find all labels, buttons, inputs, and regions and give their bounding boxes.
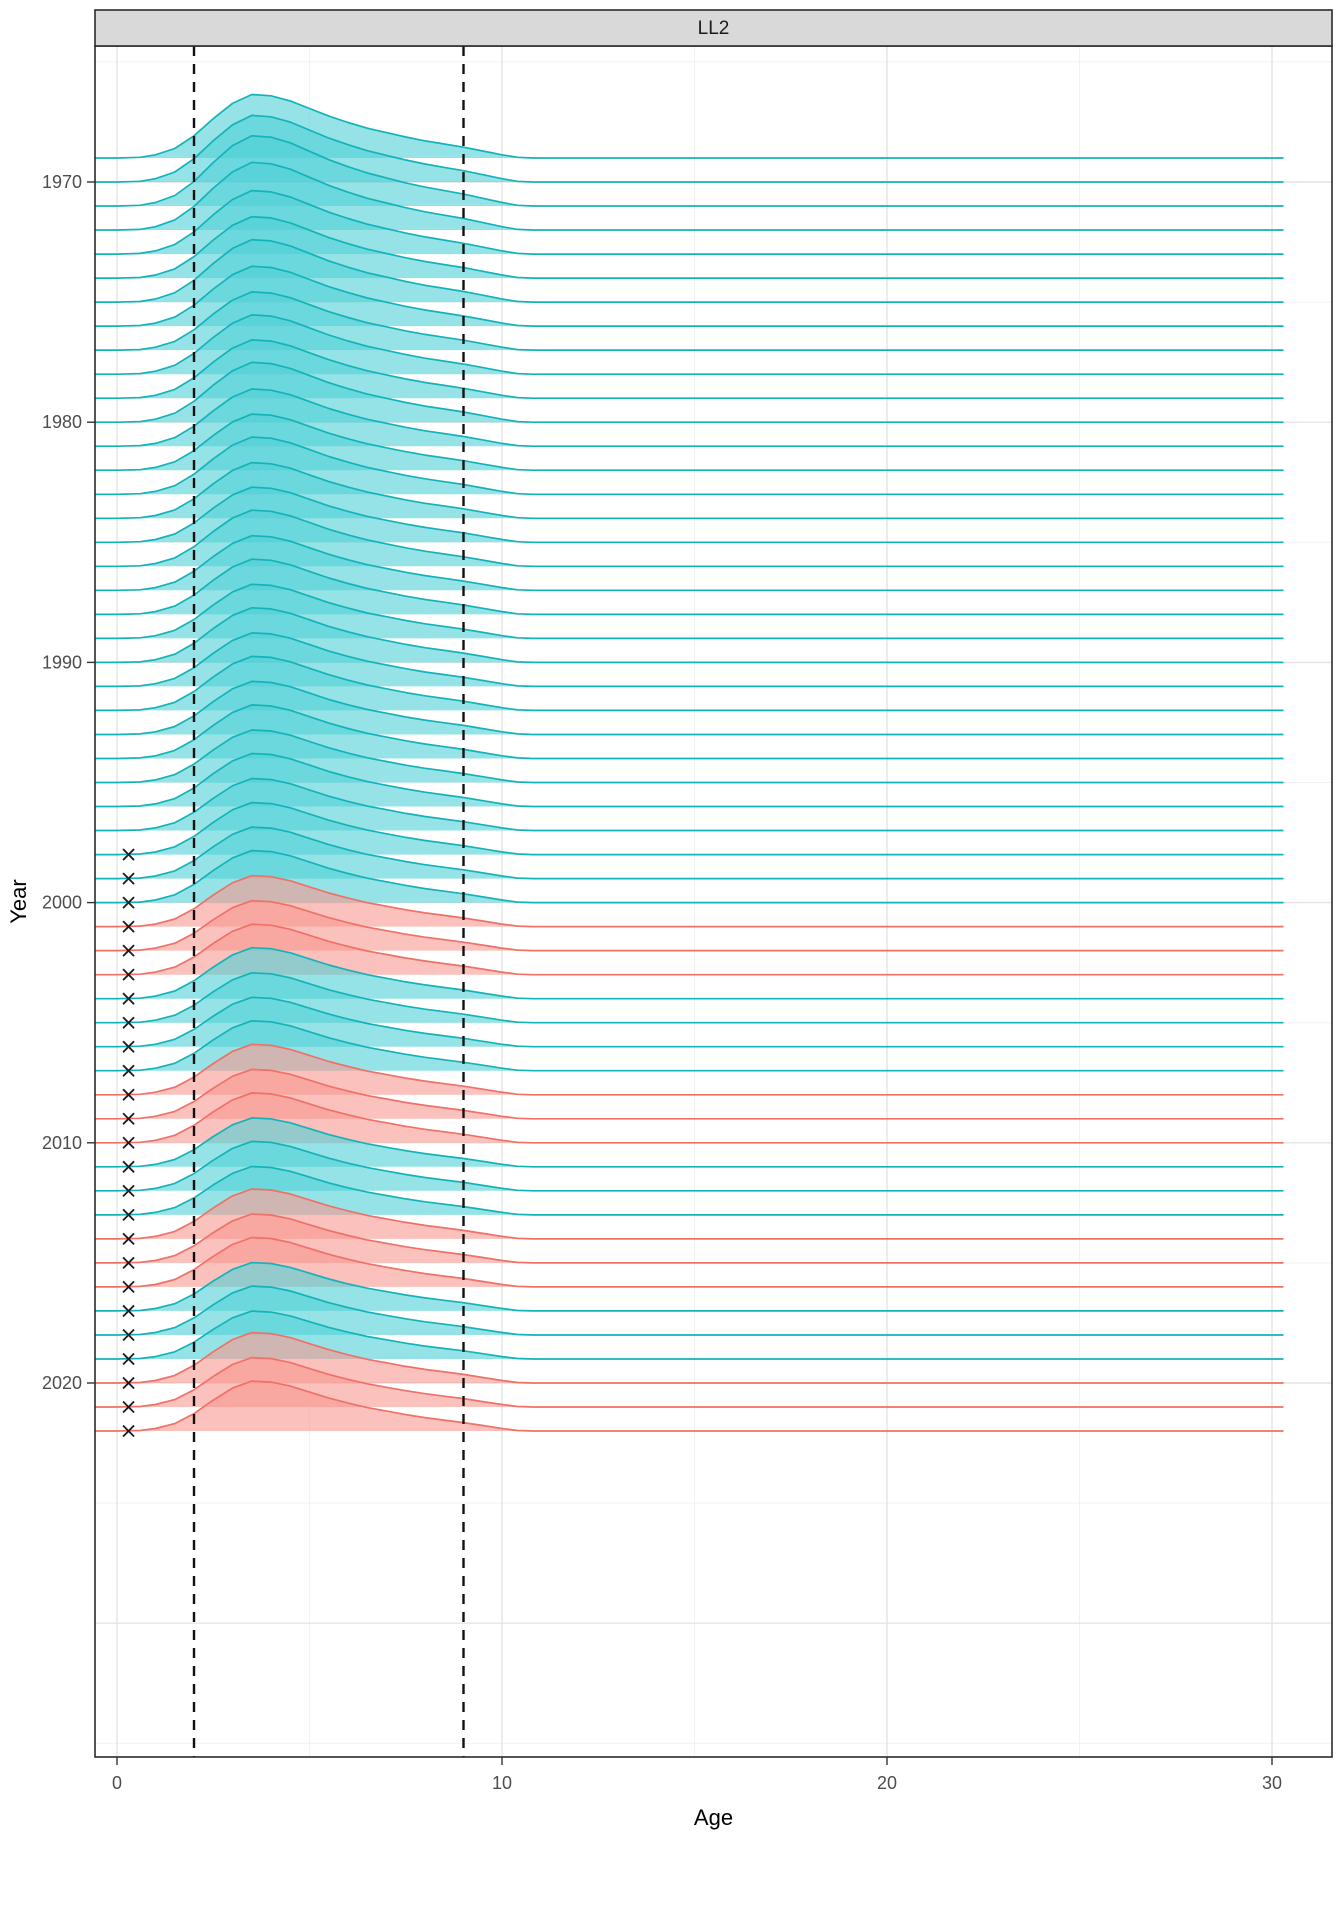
ridge-2006 <box>95 996 1284 1048</box>
ridge-2018 <box>95 1285 1284 1336</box>
y-tick-label: 2020 <box>42 1373 82 1393</box>
ridge-2014 <box>95 1188 1284 1240</box>
ridge-2012 <box>95 1140 1284 1192</box>
x-marker-2022 <box>122 1424 135 1438</box>
ridge-1980 <box>95 361 1284 424</box>
ridge-1985 <box>95 486 1284 544</box>
x-marker-2003 <box>122 968 135 981</box>
ridge-1973 <box>95 189 1284 255</box>
ridge-2016 <box>95 1236 1284 1288</box>
x-marker-1998 <box>122 848 135 861</box>
x-marker-2014 <box>122 1232 135 1246</box>
x-marker-2000 <box>122 896 135 909</box>
ridge-2022 <box>95 1380 1284 1432</box>
ridge-2003 <box>95 923 1284 976</box>
ridge-1996 <box>95 752 1284 808</box>
ridge-1992 <box>95 655 1284 712</box>
ridge-2020 <box>95 1331 1284 1384</box>
ridge-1991 <box>95 632 1284 688</box>
ridge-1983 <box>95 436 1284 496</box>
x-marker-2005 <box>122 1016 135 1029</box>
ridge-2001 <box>95 874 1284 928</box>
ridge-1982 <box>95 413 1284 472</box>
ridge-1977 <box>95 291 1284 351</box>
ridge-1993 <box>95 680 1284 736</box>
ridge-1990 <box>95 606 1284 664</box>
ridge-1998 <box>95 801 1284 856</box>
x-marker-2012 <box>122 1184 135 1197</box>
ridge-2017 <box>95 1261 1284 1312</box>
ridge-2010 <box>95 1092 1284 1144</box>
ridge-1989 <box>95 583 1284 640</box>
ridge-2005 <box>95 971 1284 1024</box>
ridge-1994 <box>95 704 1284 760</box>
ridge-1995 <box>95 729 1284 784</box>
ridge-2007 <box>95 1019 1284 1072</box>
x-marker-2002 <box>122 944 135 957</box>
y-tick-label: 2010 <box>42 1133 82 1153</box>
x-marker-2010 <box>122 1136 135 1149</box>
x-marker-2018 <box>122 1328 135 1342</box>
ridge-2008 <box>95 1043 1284 1096</box>
ridge-1986 <box>95 509 1284 568</box>
ridge-1972 <box>95 161 1284 231</box>
x-marker-2017 <box>122 1304 135 1318</box>
ridge-2021 <box>95 1356 1284 1408</box>
x-axis-title: Age <box>694 1805 733 1830</box>
ridge-1969 <box>95 93 1284 159</box>
x-marker-2016 <box>122 1280 135 1294</box>
y-tick-label: 2000 <box>42 893 82 913</box>
ridge-2000 <box>95 849 1284 904</box>
x-tick-label: 10 <box>492 1773 512 1793</box>
facet-strip <box>94 9 1333 47</box>
ridge-2002 <box>95 899 1284 952</box>
ridge-2015 <box>95 1213 1284 1264</box>
ridge-1978 <box>95 314 1284 376</box>
x-tick-label: 0 <box>112 1773 122 1793</box>
x-marker-2013 <box>122 1208 135 1221</box>
ridge-1976 <box>95 265 1284 327</box>
ridge-1999 <box>95 826 1284 880</box>
ridge-1988 <box>95 558 1284 616</box>
ridge-1984 <box>95 461 1284 520</box>
ridge-1987 <box>95 534 1284 592</box>
x-marker-2001 <box>122 920 135 933</box>
ridge-1970 <box>95 114 1284 183</box>
ridge-1981 <box>95 388 1284 448</box>
x-tick-label: 20 <box>877 1773 897 1793</box>
x-marker-2019 <box>122 1352 135 1366</box>
x-marker-2021 <box>122 1400 135 1414</box>
x-marker-2007 <box>122 1064 135 1077</box>
ridges <box>95 93 1284 1432</box>
ridge-2011 <box>95 1117 1284 1168</box>
ridge-1997 <box>95 777 1284 832</box>
x-marker-2004 <box>122 992 135 1005</box>
facet-strip-label: LL2 <box>698 18 730 39</box>
y-tick-label: 1980 <box>42 412 82 432</box>
ridge-1974 <box>95 215 1284 279</box>
x-marker-2008 <box>122 1088 135 1101</box>
x-marker-2020 <box>122 1376 135 1390</box>
x-marker-2015 <box>122 1256 135 1270</box>
observation-x-markers <box>122 848 135 1438</box>
ridge-1975 <box>95 238 1284 303</box>
y-axis-title: Year <box>6 879 31 923</box>
x-tick-label: 30 <box>1262 1773 1282 1793</box>
x-marker-1999 <box>122 872 135 885</box>
ridge-2019 <box>95 1310 1284 1360</box>
ridge-2009 <box>95 1068 1284 1120</box>
y-tick-label: 1990 <box>42 652 82 672</box>
ridge-1979 <box>95 339 1284 400</box>
y-tick-label: 1970 <box>42 172 82 192</box>
ridge-2013 <box>95 1165 1284 1216</box>
ridge-2004 <box>95 946 1284 1000</box>
x-marker-2006 <box>122 1040 135 1053</box>
x-marker-2011 <box>122 1160 135 1173</box>
ridge-1971 <box>95 134 1284 207</box>
x-marker-2009 <box>122 1112 135 1125</box>
